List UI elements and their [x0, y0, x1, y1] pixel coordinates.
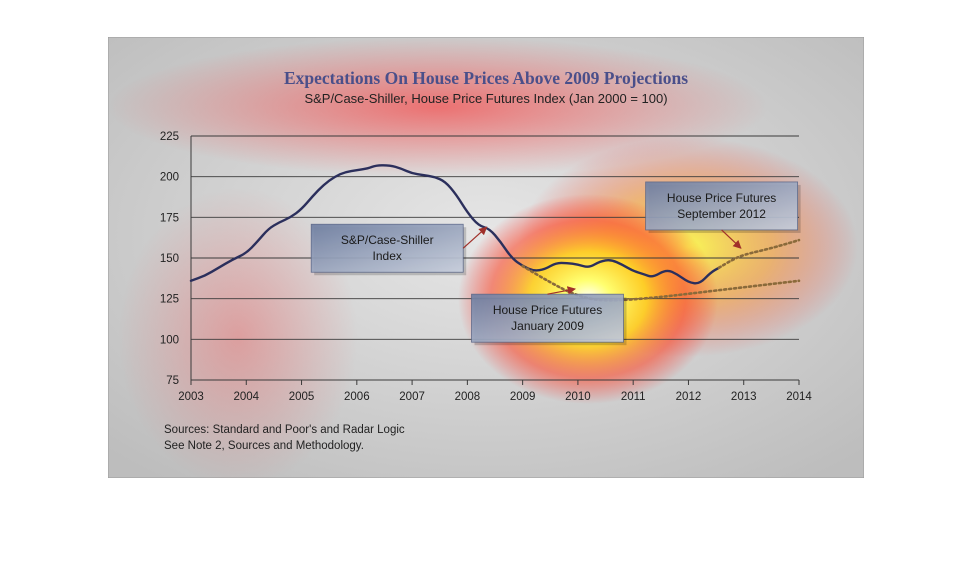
y-tick-150: 150: [160, 253, 179, 265]
x-tick-2008: 2008: [455, 391, 481, 403]
annotation-box-2: [471, 293, 624, 343]
y-tick-175: 175: [160, 212, 179, 224]
annotation-text-2-1: January 2009: [511, 319, 584, 333]
annotation-text-1-0: House Price Futures: [667, 191, 776, 205]
annotation-2: House Price Futures January 2009: [471, 286, 627, 346]
x-tick-2003: 2003: [178, 391, 204, 403]
chart-subtitle: S&P/Case-Shiller, House Price Futures In…: [304, 91, 667, 106]
y-tick-225: 225: [160, 131, 179, 143]
y-tick-125: 125: [160, 294, 179, 306]
x-tick-2010: 2010: [565, 391, 591, 403]
annotation-1: House Price Futures September 2012: [645, 181, 801, 249]
annotation-text-0-0: S&P/Case-Shiller: [341, 233, 434, 247]
x-tick-2012: 2012: [676, 391, 702, 403]
annotation-box-0: [310, 223, 464, 273]
x-tick-2014: 2014: [786, 391, 812, 403]
annotation-arrow-1: [721, 229, 742, 249]
annotation-text-1-1: September 2012: [677, 207, 766, 221]
annotation-arrow-2: [547, 286, 576, 295]
annotation-0: S&P/Case-Shiller Index: [310, 223, 488, 276]
series-layer: [189, 164, 801, 302]
annotation-arrow-0: [462, 226, 488, 249]
x-tick-2007: 2007: [399, 391, 425, 403]
series-line-2: [521, 264, 801, 302]
sources-line-1: Sources: Standard and Poor's and Radar L…: [164, 424, 405, 436]
y-tick-200: 200: [160, 172, 179, 184]
annotation-box-1: [645, 181, 799, 231]
x-tick-2013: 2013: [731, 391, 757, 403]
annotation-text-0-1: Index: [373, 249, 402, 263]
x-axis: 2003 2004 2005 2006 2007 2008 2009 2010 2011 2012…: [178, 380, 812, 403]
x-tick-2006: 2006: [344, 391, 370, 403]
y-tick-100: 100: [160, 334, 179, 346]
x-tick-2005: 2005: [289, 391, 315, 403]
annotation-text-2-0: House Price Futures: [493, 303, 602, 317]
y-axis: 75 100 125 150 175 200 225: [160, 131, 179, 387]
series-line-1: [717, 238, 801, 270]
sources-line-2: See Note 2, Sources and Methodology.: [164, 440, 364, 452]
series-line-0: [189, 164, 721, 285]
annotations: S&P/Case-Shiller Index House Price Futures…: [310, 181, 801, 346]
chart-panel: Expectations On House Prices Above 2009 …: [107, 36, 865, 487]
x-tick-2011: 2011: [621, 391, 646, 403]
chart-svg: Expectations On House Prices Above 2009 …: [107, 36, 865, 487]
y-tick-75: 75: [166, 375, 179, 387]
x-tick-2004: 2004: [233, 391, 259, 403]
x-tick-2009: 2009: [510, 391, 536, 403]
chart-title: Expectations On House Prices Above 2009 …: [284, 68, 688, 88]
